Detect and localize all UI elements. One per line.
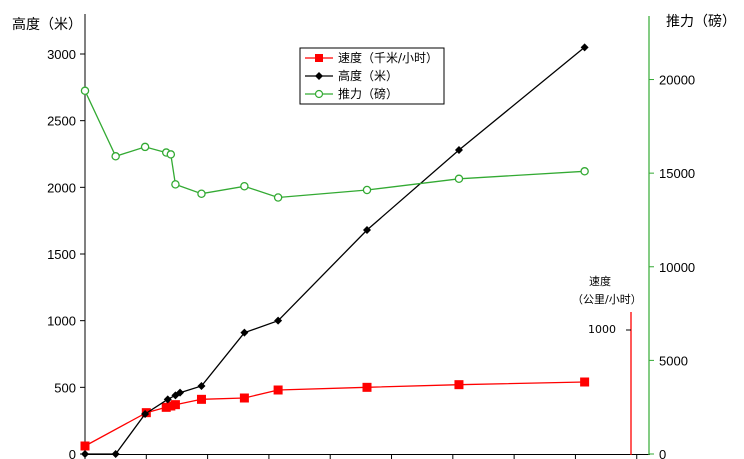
data-point xyxy=(274,316,283,325)
data-point xyxy=(176,388,185,397)
series-line xyxy=(84,381,585,447)
data-point xyxy=(197,382,206,390)
y-right-tick-label: 10000 xyxy=(659,260,695,275)
y-left-tick-label: 1000 xyxy=(47,314,76,329)
data-point xyxy=(454,146,463,154)
data-point xyxy=(163,395,172,404)
data-point xyxy=(166,401,176,411)
legend-label-thrust: 推力（磅） xyxy=(338,86,398,101)
y-right-tick-label: 15000 xyxy=(659,166,695,181)
series-2 xyxy=(81,43,589,458)
y-right-ticks: 0 5000 10000 15000 20000 xyxy=(649,73,695,459)
data-point xyxy=(80,441,90,451)
data-point xyxy=(80,86,90,96)
data-point xyxy=(580,167,589,176)
data-point xyxy=(111,152,120,161)
y-right-tick-label: 20000 xyxy=(659,73,695,88)
series-1 xyxy=(80,377,590,451)
data-point xyxy=(273,193,283,202)
legend-label-height: 高度（米） xyxy=(338,68,398,83)
data-point xyxy=(240,328,249,337)
data-point xyxy=(197,189,206,198)
series-3 xyxy=(80,86,589,202)
data-point xyxy=(363,226,371,234)
y-left-tick-label: 2000 xyxy=(47,180,76,195)
data-point xyxy=(81,450,89,458)
data-point xyxy=(273,385,283,395)
speed-axis-label-line2: （公里/小时） xyxy=(572,293,642,306)
y-right-axis-title: 推力（磅） xyxy=(666,13,736,30)
data-point xyxy=(362,382,372,392)
y-right-tick-label: 0 xyxy=(659,447,666,459)
y-left-tick-label: 0 xyxy=(69,447,76,459)
y-left-ticks: 0 500 1000 1500 2000 2500 3000 xyxy=(47,47,85,459)
y-left-axis-title: 高度（米） xyxy=(12,16,82,33)
data-point xyxy=(240,182,249,191)
speed-axis-label-line1: 速度 xyxy=(589,274,611,288)
series-line xyxy=(84,90,585,199)
data-point xyxy=(166,150,176,159)
data-point xyxy=(580,377,590,387)
legend-marker-speed xyxy=(315,54,323,62)
data-point xyxy=(196,394,206,404)
legend: 速度（千米/小时） 高度（米） 推力（磅） xyxy=(299,47,445,105)
data-point xyxy=(454,174,464,184)
legend-label-speed: 速度（千米/小时） xyxy=(338,50,438,65)
y-left-tick-label: 500 xyxy=(54,380,76,395)
y-right-tick-label: 5000 xyxy=(659,353,688,368)
data-point xyxy=(171,180,180,189)
y-left-tick-label: 3000 xyxy=(47,47,76,62)
speed-axis-tick-label: 1000 xyxy=(588,323,616,336)
data-point xyxy=(161,402,171,412)
data-point xyxy=(239,393,249,403)
data-point xyxy=(140,142,150,152)
data-point xyxy=(111,450,120,458)
data-point xyxy=(454,380,464,390)
y-left-tick-label: 2500 xyxy=(47,114,76,129)
series-line xyxy=(85,46,586,455)
data-point xyxy=(580,43,589,52)
legend-marker-height xyxy=(315,72,323,80)
y-left-tick-label: 1500 xyxy=(47,247,76,262)
series-layer xyxy=(80,43,590,458)
legend-marker-thrust xyxy=(314,89,324,99)
data-point xyxy=(170,400,180,410)
data-point xyxy=(141,410,150,418)
data-point xyxy=(362,185,372,195)
